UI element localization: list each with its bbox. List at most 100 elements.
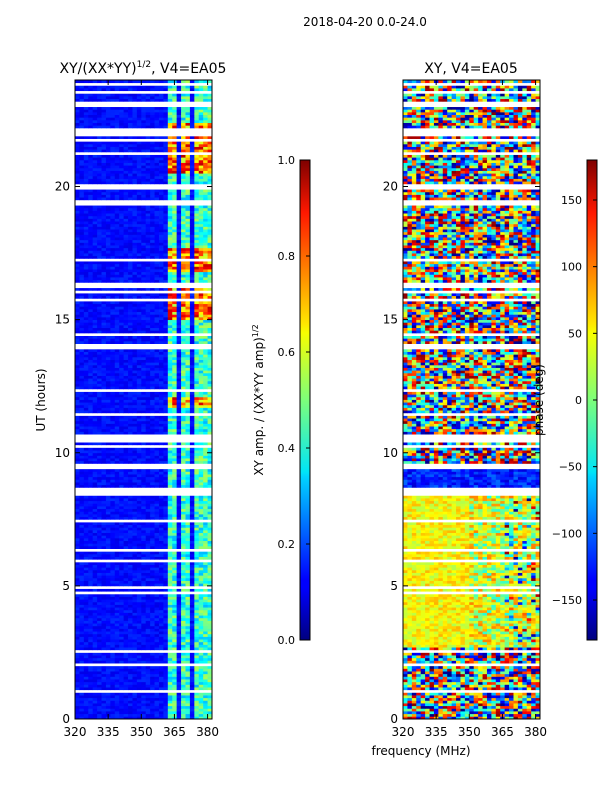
amp-cell <box>176 551 182 555</box>
amp-cell <box>75 500 80 504</box>
amp-cell <box>114 458 120 462</box>
amp-cell <box>189 588 195 592</box>
amp-cell <box>150 340 155 344</box>
amp-cell <box>145 495 151 499</box>
amp-cell <box>150 245 155 249</box>
amp-cell <box>83 458 89 462</box>
amp-cell <box>123 476 129 480</box>
amp-cell <box>114 503 120 507</box>
amp-cell <box>128 266 133 270</box>
amp-cell <box>194 380 200 384</box>
amp-cell <box>141 460 147 464</box>
amp-cell <box>97 226 102 230</box>
amp-cell <box>132 553 138 557</box>
amp-cell <box>92 596 98 600</box>
amp-cell <box>88 628 94 632</box>
amp-cell <box>198 612 204 616</box>
amp-cell <box>105 532 111 536</box>
amp-cell <box>163 322 169 326</box>
amp-cell <box>119 450 125 454</box>
amp-cell <box>79 266 85 270</box>
amp-cell <box>150 482 155 486</box>
amp-cell <box>128 245 133 249</box>
amp-cell <box>114 327 120 331</box>
amp-cell <box>189 524 195 528</box>
amp-cell <box>185 279 191 283</box>
amp-cell <box>172 703 178 707</box>
amp-cell <box>110 484 116 488</box>
amp-cell <box>83 308 89 313</box>
amp-cell <box>163 460 169 464</box>
amp-cell <box>136 396 142 400</box>
amp-cell <box>203 306 208 310</box>
amp-cell <box>189 271 195 275</box>
amp-cell <box>154 394 160 398</box>
amp-cell <box>136 354 142 358</box>
amp-cell <box>119 684 125 688</box>
amp-cell <box>75 378 80 382</box>
amp-cell <box>119 311 125 315</box>
amp-cell <box>141 620 147 624</box>
amp-cell <box>101 482 107 486</box>
amp-cell <box>163 633 169 637</box>
amp-cell <box>119 330 125 334</box>
amp-cell <box>105 383 111 387</box>
amp-cell <box>203 506 208 510</box>
amp-cell <box>119 551 125 555</box>
amp-cell <box>145 404 151 408</box>
amp-cell <box>194 261 200 265</box>
amp-cell <box>83 295 89 299</box>
amp-cell <box>88 229 94 233</box>
amp-cell <box>158 229 164 233</box>
amp-cell <box>185 375 191 379</box>
amp-cell <box>158 351 164 355</box>
amp-cell <box>176 452 182 456</box>
amp-cell <box>132 255 138 259</box>
amp-cell <box>132 575 138 579</box>
amp-cell <box>185 703 191 707</box>
amp-cell <box>203 450 208 454</box>
amp-cell <box>136 447 142 451</box>
amp-cell <box>101 322 107 326</box>
amp-cell <box>203 295 208 299</box>
amp-cell <box>158 535 164 539</box>
amp-cell <box>141 380 147 384</box>
amp-cell <box>163 652 169 656</box>
amp-cell <box>136 511 142 515</box>
amp-cell <box>141 679 147 683</box>
amp-cell <box>172 356 178 360</box>
amp-cell <box>119 561 125 565</box>
amp-cell <box>128 687 133 691</box>
amp-cell <box>128 695 133 699</box>
amp-cell <box>176 221 182 225</box>
amp-cell <box>158 484 164 488</box>
amp-cell <box>88 269 94 273</box>
amp-cell <box>123 671 129 675</box>
amp-cell <box>110 364 116 368</box>
amp-cell <box>154 391 160 395</box>
amp-cell <box>194 293 200 297</box>
amp-cell <box>154 575 160 579</box>
amp-cell <box>123 695 129 699</box>
amp-cell <box>150 234 155 238</box>
amp-cell <box>181 231 186 235</box>
amp-cell <box>185 221 191 225</box>
amp-cell <box>154 668 160 672</box>
amp-cell <box>105 231 111 235</box>
amp-cell <box>79 695 85 699</box>
amp-cell <box>110 386 116 390</box>
amp-cell <box>189 426 195 430</box>
amp-cell <box>88 655 94 659</box>
amp-cell <box>88 553 94 557</box>
amp-cell <box>158 593 164 597</box>
amp-cell <box>119 482 125 486</box>
amp-cell <box>189 711 195 715</box>
amp-cell <box>75 495 80 499</box>
amp-cell <box>198 380 204 384</box>
amp-cell <box>123 324 129 329</box>
amp-cell <box>105 442 111 446</box>
amp-cell <box>189 580 195 584</box>
amp-cell <box>92 655 98 659</box>
amp-cell <box>189 695 195 699</box>
amp-cell <box>181 695 186 699</box>
